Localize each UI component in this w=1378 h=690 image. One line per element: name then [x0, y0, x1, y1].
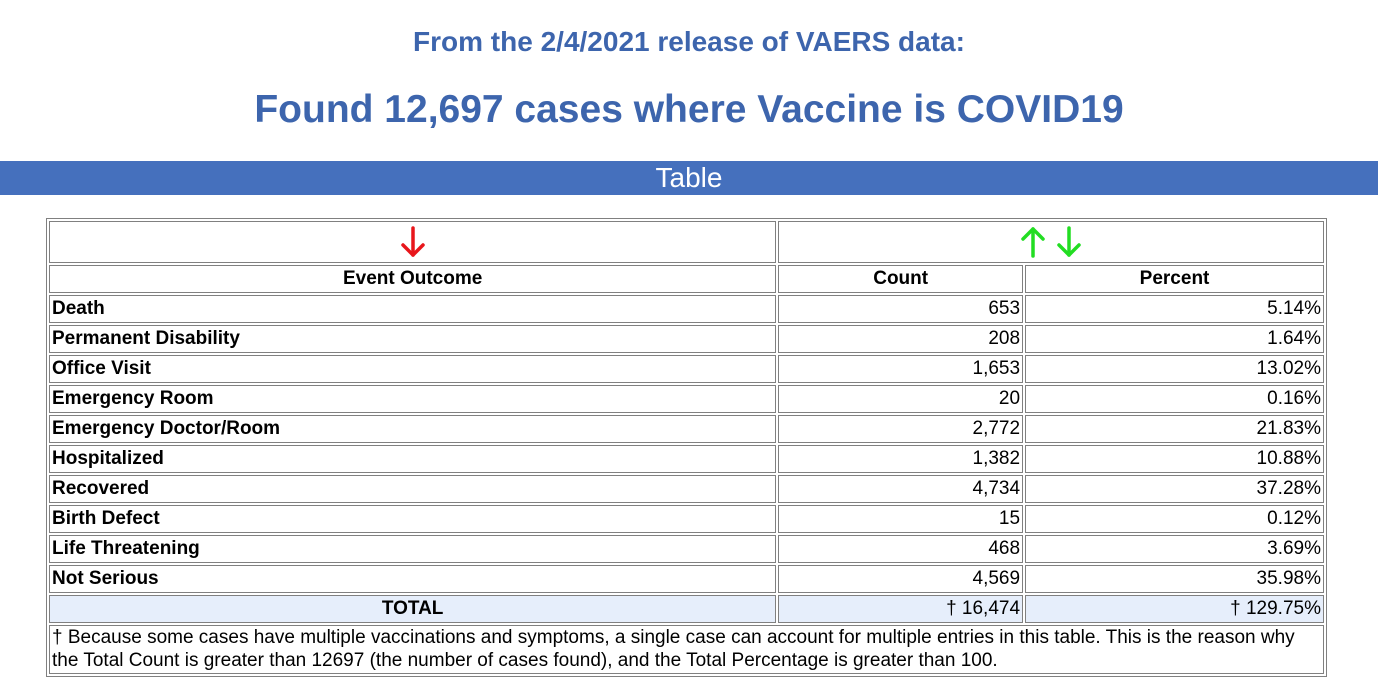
- outcome-cell: Life Threatening: [49, 535, 777, 563]
- percent-cell: 5.14%: [1025, 295, 1324, 323]
- count-cell: 15: [778, 505, 1024, 533]
- outcome-sort-cell: [49, 221, 777, 263]
- footnote-row: † Because some cases have multiple vacci…: [49, 625, 1324, 674]
- sort-down-arrow-icon[interactable]: [1056, 225, 1082, 259]
- table-row: Death 653 5.14%: [49, 295, 1324, 323]
- table-row: Emergency Doctor/Room 2,772 21.83%: [49, 415, 1324, 443]
- outcome-cell: Emergency Doctor/Room: [49, 415, 777, 443]
- count-cell: 468: [778, 535, 1024, 563]
- outcome-cell: Emergency Room: [49, 385, 777, 413]
- outcome-cell: Death: [49, 295, 777, 323]
- total-count: † 16,474: [778, 595, 1024, 623]
- count-sort-cell: [778, 221, 1324, 263]
- table-row: Recovered 4,734 37.28%: [49, 475, 1324, 503]
- results-heading: Found 12,697 cases where Vaccine is COVI…: [254, 88, 1124, 131]
- release-heading: From the 2/4/2021 release of VAERS data:: [413, 26, 965, 57]
- percent-cell: 1.64%: [1025, 325, 1324, 353]
- outcome-cell: Permanent Disability: [49, 325, 777, 353]
- table-row: Emergency Room 20 0.16%: [49, 385, 1324, 413]
- outcome-cell: Hospitalized: [49, 445, 777, 473]
- percent-cell: 21.83%: [1025, 415, 1324, 443]
- table-row: Office Visit 1,653 13.02%: [49, 355, 1324, 383]
- sort-up-arrow-icon[interactable]: [1020, 225, 1046, 259]
- table-row: Birth Defect 15 0.12%: [49, 505, 1324, 533]
- table-section-banner: Table: [0, 161, 1378, 195]
- count-cell: 2,772: [778, 415, 1024, 443]
- percent-cell: 35.98%: [1025, 565, 1324, 593]
- count-cell: 208: [778, 325, 1024, 353]
- percent-cell: 0.12%: [1025, 505, 1324, 533]
- header-row: Event Outcome Count Percent: [49, 265, 1324, 293]
- total-percent: † 129.75%: [1025, 595, 1324, 623]
- results-table: Event Outcome Count Percent Death 653 5.…: [46, 218, 1327, 677]
- percent-cell: 0.16%: [1025, 385, 1324, 413]
- column-header-count: Count: [778, 265, 1024, 293]
- count-cell: 20: [778, 385, 1024, 413]
- total-label: TOTAL: [49, 595, 777, 623]
- count-cell: 4,734: [778, 475, 1024, 503]
- outcome-cell: Not Serious: [49, 565, 777, 593]
- table-row: Hospitalized 1,382 10.88%: [49, 445, 1324, 473]
- outcome-cell: Office Visit: [49, 355, 777, 383]
- sort-down-arrow-icon[interactable]: [400, 225, 426, 259]
- count-cell: 653: [778, 295, 1024, 323]
- percent-cell: 37.28%: [1025, 475, 1324, 503]
- percent-cell: 13.02%: [1025, 355, 1324, 383]
- total-row: TOTAL † 16,474 † 129.75%: [49, 595, 1324, 623]
- column-header-percent: Percent: [1025, 265, 1324, 293]
- count-cell: 1,653: [778, 355, 1024, 383]
- outcome-cell: Recovered: [49, 475, 777, 503]
- outcome-cell: Birth Defect: [49, 505, 777, 533]
- table-row: Permanent Disability 208 1.64%: [49, 325, 1324, 353]
- count-cell: 4,569: [778, 565, 1024, 593]
- percent-cell: 10.88%: [1025, 445, 1324, 473]
- sort-controls-row: [49, 221, 1324, 263]
- table-footnote: † Because some cases have multiple vacci…: [49, 625, 1324, 674]
- table-row: Life Threatening 468 3.69%: [49, 535, 1324, 563]
- count-cell: 1,382: [778, 445, 1024, 473]
- table-row: Not Serious 4,569 35.98%: [49, 565, 1324, 593]
- percent-cell: 3.69%: [1025, 535, 1324, 563]
- column-header-outcome: Event Outcome: [49, 265, 777, 293]
